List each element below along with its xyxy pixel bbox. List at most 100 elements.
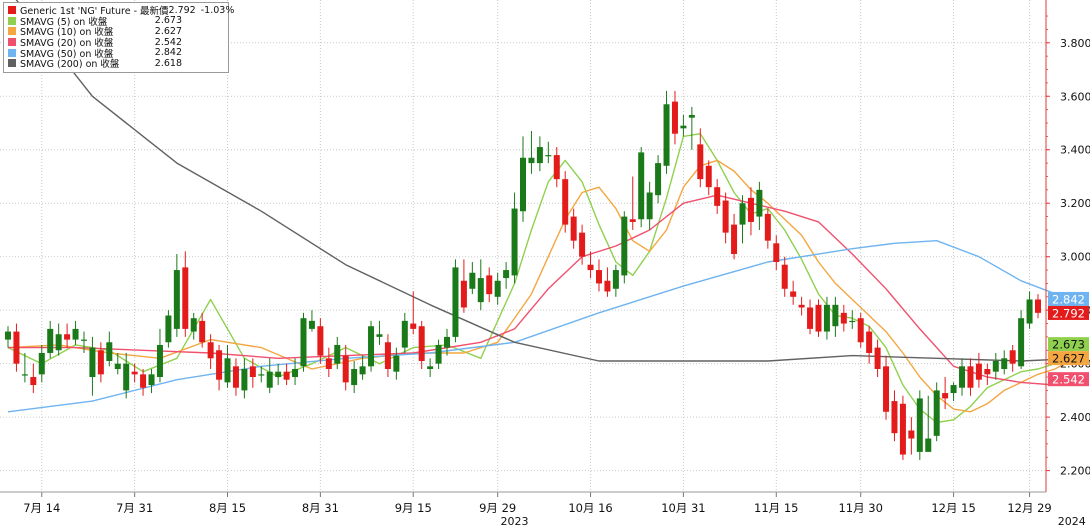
candle-body	[182, 267, 189, 329]
candle-body	[520, 157, 526, 212]
x-tick-label: 8月 31	[302, 501, 339, 515]
candle-body	[604, 280, 611, 292]
candle-body	[756, 189, 763, 217]
line-smavg-20-	[8, 194, 1081, 386]
legend-label-sma20: SMAVG (20) on 收盤	[20, 38, 114, 50]
x-tick-label: 7月 14	[23, 501, 60, 515]
candle-body	[30, 377, 37, 386]
x-tick-label: 9月 29	[479, 501, 516, 515]
legend-swatch-sma5	[8, 16, 16, 25]
candle-body	[587, 264, 594, 271]
candle-body	[916, 398, 923, 452]
candle-body	[781, 264, 788, 289]
candle-body	[663, 104, 670, 166]
x-tick-label: 12月 15	[931, 501, 975, 515]
candle-body	[89, 347, 96, 378]
last-value-tag-label: 2.542	[1052, 373, 1085, 387]
last-value-tag-label: 2.627	[1052, 352, 1085, 366]
candle-body	[258, 374, 265, 376]
y-tick-label: 3.400	[1060, 144, 1090, 157]
candle-body	[123, 363, 130, 391]
price-axis: 2.2002.4002.6002.8003.0003.2003.4003.600…	[1045, 0, 1090, 492]
candle-body	[435, 344, 442, 364]
y-tick-label: 3.800	[1060, 37, 1090, 50]
x-tick-label: 8月 15	[209, 501, 246, 515]
x-tick-label: 7月 31	[116, 501, 153, 515]
x-gridlines	[41, 0, 1031, 492]
candle-body	[494, 280, 501, 297]
candle-body	[680, 125, 687, 129]
candle-body	[942, 393, 949, 399]
candle-body	[165, 315, 172, 343]
candle-body	[595, 270, 602, 284]
y-tick-label: 3.000	[1060, 251, 1090, 264]
y-tick-label: 3.200	[1060, 197, 1090, 210]
candle-body	[368, 326, 375, 367]
legend-value-sma50: 2.842	[154, 47, 182, 59]
legend-swatch-sma200	[8, 59, 16, 68]
candle-body	[13, 331, 20, 364]
candle-body	[705, 165, 712, 188]
candle-body	[384, 342, 391, 369]
legend-label-sma50: SMAVG (50) on 收盤	[20, 48, 114, 60]
candle-body	[351, 369, 358, 386]
legend-swatch-sma10	[8, 27, 16, 36]
legend-swatch-main	[8, 6, 16, 15]
candle-body	[891, 401, 898, 434]
x-year-label: 2023	[501, 515, 529, 526]
candle-body	[80, 339, 87, 341]
candle-body	[925, 438, 932, 452]
legend-value-main: 2.792	[168, 4, 196, 16]
candle-body	[790, 291, 797, 297]
candle-body	[334, 344, 341, 364]
candle-body	[64, 334, 71, 340]
candle-body	[1001, 358, 1008, 369]
legend-value-sma200: 2.618	[154, 57, 182, 69]
candle-body	[612, 270, 619, 289]
legend-value-sma20: 2.542	[154, 36, 182, 48]
candle-body	[773, 243, 780, 263]
candle-body	[469, 272, 476, 289]
legend-row-sma50: SMAVG (50) on 收盤 2.842	[8, 47, 224, 60]
candle-body	[216, 350, 223, 380]
candle-body	[393, 355, 400, 372]
candle-body	[21, 374, 28, 376]
candle-body	[275, 371, 282, 378]
legend-swatch-sma50	[8, 48, 16, 57]
candle-body	[444, 336, 451, 348]
candle-body	[899, 403, 906, 455]
candle-body	[629, 219, 636, 222]
candle-body	[849, 320, 856, 323]
legend-row-main: Generic 1st 'NG' Future - 最新價 2.792 -1.0…	[8, 4, 234, 18]
candle-body	[359, 366, 366, 375]
candle-body	[460, 280, 467, 308]
last-value-tag	[1048, 351, 1089, 366]
legend-label-main: Generic 1st 'NG' Future - 最新價	[20, 6, 169, 18]
candle-body	[452, 267, 459, 337]
candle-body	[131, 371, 138, 375]
last-value-tag	[1048, 372, 1089, 387]
candle-body	[747, 197, 754, 222]
candle-body	[621, 216, 628, 276]
candle-body	[823, 304, 830, 332]
x-tick-label: 10月 31	[661, 501, 705, 515]
candle-body	[562, 179, 569, 225]
candle-body	[249, 366, 256, 378]
candle-body	[300, 318, 307, 367]
candle-body	[671, 101, 678, 134]
candle-body	[97, 350, 104, 375]
candle-body	[697, 144, 704, 180]
candle-body	[486, 275, 493, 295]
x-tick-label: 9月 15	[395, 501, 432, 515]
candle-body	[106, 342, 113, 361]
candle-body	[292, 369, 299, 378]
x-tick-label: 10月 16	[568, 501, 612, 515]
candle-body	[1018, 318, 1025, 367]
candle-body	[536, 147, 543, 164]
x-tick-label: 12月 29	[1007, 501, 1051, 515]
last-value-tag-label: 2.792	[1052, 306, 1085, 320]
candle-body	[883, 366, 890, 412]
legend-row-sma200: SMAVG (200) on 收盤 2.618	[8, 57, 224, 70]
